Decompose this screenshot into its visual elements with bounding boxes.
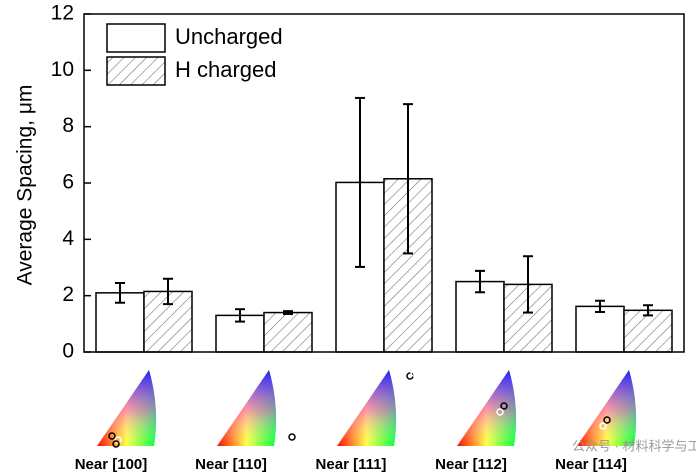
ipf-spot [410,369,418,377]
error-bar [115,281,125,304]
y-tick-label: 12 [51,2,74,25]
error-bar [283,310,293,315]
error-bar [475,269,485,294]
ipf-triangle-shade [577,370,637,446]
x-tick-label: Near [100] [75,456,148,473]
y-tick-label: 0 [62,340,74,363]
legend-swatch [106,56,166,86]
y-axis-label: Average Spacing, μm [14,85,37,286]
error-bar [403,103,413,255]
ipf-spot [112,440,120,448]
ipf-spot [288,433,296,441]
bar [575,305,625,353]
y-tick-label: 6 [62,171,74,194]
ipf-spot [302,434,310,442]
ipf-triangle-shade [457,370,517,446]
x-tick-label: Near [114] [555,456,627,473]
y-tick-label: 4 [62,227,74,250]
error-bar [595,299,605,314]
y-tick-label: 10 [51,58,74,81]
error-bar [163,277,173,306]
ipf-triangle-shade [337,370,397,446]
legend-label: H charged [175,57,277,82]
x-tick-label: Near [110] [195,456,267,473]
plot-frame [83,13,685,353]
ipf-spot [108,432,116,440]
bar [143,290,193,353]
ipf-spot [496,408,504,416]
legend-label: Uncharged [175,24,283,49]
error-bar [355,96,365,268]
ipf-spot [599,422,607,430]
ipf-spot [114,436,122,444]
error-bar [643,304,653,317]
error-bar [235,308,245,323]
ipf-spot [603,416,611,424]
ipf-spot [500,402,508,410]
y-tick-label: 2 [62,283,74,306]
bar [263,311,313,353]
ipf-maps [97,369,637,448]
bar [623,309,673,353]
x-tick-label: Near [111] [316,456,387,473]
y-tick-label: 8 [62,114,74,137]
x-tick-label: Near [112] [435,456,507,473]
legend-swatch [106,23,166,53]
ipf-triangle-shade [97,370,157,446]
error-bar [523,255,533,314]
ipf-triangle-shade [217,370,277,446]
watermark: 公众号 · 材料科学与工程 [572,438,696,453]
